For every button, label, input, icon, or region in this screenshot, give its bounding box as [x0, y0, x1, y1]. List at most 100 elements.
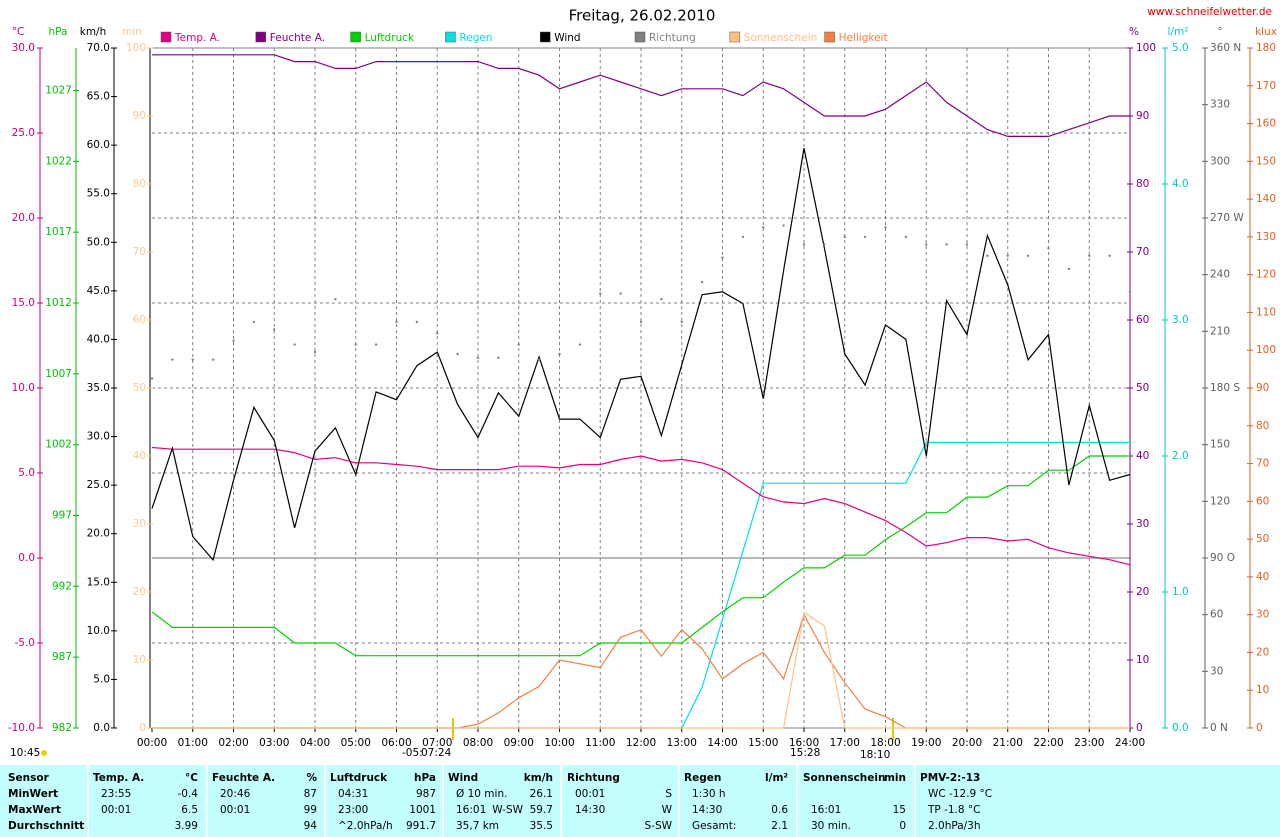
cell-note: WC -12.9 °C — [928, 788, 992, 800]
cell-value: 1001 — [409, 804, 436, 816]
legend-label: Helligkeit — [839, 32, 888, 44]
y-tick-label: 50 — [133, 382, 146, 394]
direction-dot — [986, 254, 989, 257]
y-tick-label: 80 — [133, 178, 146, 190]
axis-unit: °C — [12, 26, 25, 38]
y-tick-label: 35.0 — [87, 382, 110, 394]
y-tick-label: 55.0 — [87, 188, 110, 200]
x-tick-label: 00:00 — [137, 737, 167, 749]
y-tick-label: 5.0 — [18, 467, 35, 479]
direction-dot — [150, 377, 154, 380]
direction-dot — [415, 320, 419, 324]
y-tick-label: 10 — [1256, 684, 1269, 696]
y-tick-label: 70 — [1256, 458, 1269, 470]
y-tick-label: 992 — [52, 580, 72, 592]
cell-value: 987 — [416, 788, 436, 800]
x-tick-label: 15:00 — [748, 737, 778, 749]
axis-unit: km/h — [80, 26, 107, 38]
x-tick-label: 06:00 — [381, 737, 411, 749]
y-tick-label: 20.0 — [12, 212, 35, 224]
y-tick-label: 90 — [1136, 110, 1149, 122]
y-tick-label: 0.0 — [18, 552, 35, 564]
x-tick-label: 07:00 — [422, 737, 452, 749]
y-tick-label: 10 — [1136, 654, 1149, 666]
y-tick-label: 360 N — [1210, 42, 1241, 54]
row-label: MinWert — [8, 788, 58, 800]
y-tick-label: 180 — [1256, 42, 1276, 54]
table-header: PMV-2:-13 — [920, 772, 980, 784]
y-tick-label: 150 — [1210, 439, 1230, 451]
legend-swatch — [634, 31, 646, 43]
y-tick-label: 300 — [1210, 155, 1230, 167]
cell-value: -0.4 — [178, 788, 199, 800]
y-tick-label: 30.0 — [12, 42, 35, 54]
y-tick-label: 60 — [1210, 609, 1223, 621]
y-tick-label: 5.0 — [93, 673, 110, 685]
y-tick-label: 10.0 — [87, 625, 110, 637]
table-background — [0, 765, 1280, 837]
y-tick-label: 1.0 — [1172, 586, 1189, 598]
series-line — [152, 611, 1130, 729]
y-tick-label: 70.0 — [87, 42, 110, 54]
x-tick-label: 02:00 — [218, 737, 248, 749]
y-tick-label: 60.0 — [87, 139, 110, 151]
y-tick-label: 110 — [1256, 306, 1276, 318]
x-tick-label: 12:00 — [626, 737, 656, 749]
axis-unit: klux — [1255, 26, 1277, 38]
cell-note: 1:30 h — [692, 788, 726, 800]
y-tick-label: 10.0 — [12, 382, 35, 394]
direction-dot — [700, 281, 704, 284]
y-tick-label: 0 N — [1210, 722, 1228, 734]
y-tick-label: 987 — [52, 651, 72, 663]
row-label: MaxWert — [8, 804, 61, 816]
direction-dot — [374, 343, 378, 346]
y-tick-label: 0 — [1136, 722, 1143, 734]
direction-dot — [456, 352, 459, 356]
y-tick-label: 60 — [133, 314, 146, 326]
y-tick-label: 90 O — [1210, 552, 1235, 564]
x-tick-label: 24:00 — [1115, 737, 1145, 749]
table-header: Richtung — [567, 772, 620, 784]
y-tick-label: 25.0 — [87, 479, 110, 491]
x-tick-label: 01:00 — [178, 737, 208, 749]
y-tick-label: 982 — [52, 722, 72, 734]
y-tick-label: 160 — [1256, 118, 1276, 130]
cell-note: 23:00 — [338, 804, 368, 816]
row-label: Durchschnitt — [8, 820, 84, 832]
direction-dot — [313, 350, 317, 354]
table-header: Luftdruck — [330, 772, 388, 784]
direction-dot — [904, 235, 908, 239]
x-tick-label: 21:00 — [993, 737, 1023, 749]
cell-note: 20:46 — [220, 788, 251, 800]
y-tick-label: 3.0 — [1172, 314, 1189, 326]
cell-value: 0.6 — [771, 804, 788, 816]
y-tick-label: 50 — [1136, 382, 1149, 394]
y-tick-label: 130 — [1256, 231, 1276, 243]
x-tick-label: 16:00 — [789, 737, 819, 749]
direction-dot — [497, 356, 500, 359]
direction-dot — [517, 343, 520, 346]
series-line — [151, 446, 1131, 566]
y-tick-label: 60 — [1256, 495, 1269, 507]
direction-dot — [171, 358, 174, 361]
y-tick-label: 1012 — [45, 297, 72, 309]
y-tick-label: -10.0 — [8, 722, 35, 734]
y-tick-label: 150 — [1256, 155, 1276, 167]
x-tick-label: 20:00 — [952, 737, 982, 749]
legend-swatch — [160, 31, 172, 43]
cell-value: 3.99 — [175, 820, 198, 832]
x-tick-label: 17:00 — [830, 737, 860, 749]
table-unit: l/m² — [765, 772, 788, 784]
y-tick-label: 997 — [52, 510, 72, 522]
cell-value: 94 — [304, 820, 318, 832]
y-tick-label: 210 — [1210, 325, 1230, 337]
direction-dot — [1067, 267, 1071, 271]
x-tick-label: 10:00 — [544, 737, 574, 749]
direction-dot — [925, 243, 928, 246]
y-tick-label: 1017 — [45, 226, 72, 238]
x-tick-label: 04:00 — [300, 737, 330, 749]
y-tick-label: 330 — [1210, 99, 1230, 111]
legend-label: Feuchte A. — [270, 32, 325, 44]
direction-dot — [802, 243, 806, 246]
